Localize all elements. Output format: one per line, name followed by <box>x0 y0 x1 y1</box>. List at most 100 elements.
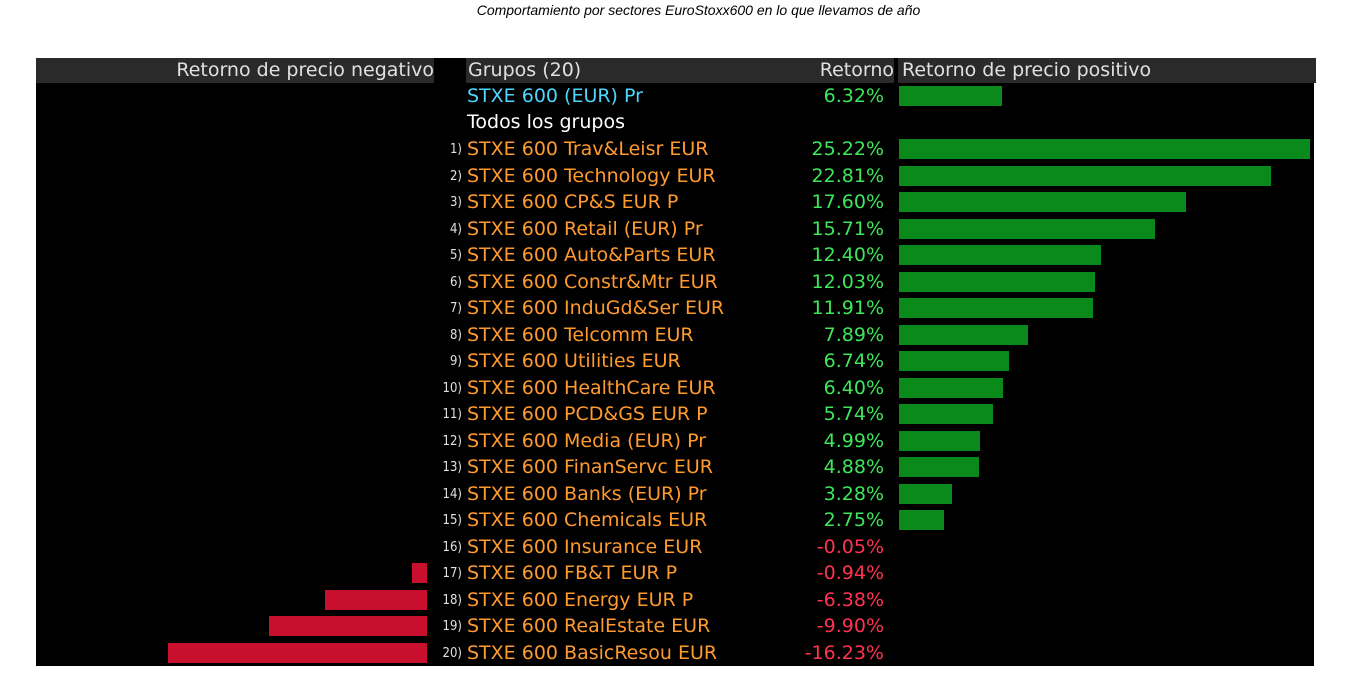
positive-return-bar <box>899 218 1155 239</box>
sector-name: STXE 600 Energy EUR P <box>467 588 694 611</box>
sector-name: STXE 600 Media (EUR) Pr <box>467 429 707 452</box>
positive-return-bar <box>899 483 952 504</box>
sector-name: STXE 600 RealEstate EUR <box>467 615 711 637</box>
sector-name: STXE 600 BasicResou EUR <box>467 641 718 664</box>
rank-label: 19) <box>442 619 462 634</box>
sector-row[interactable]: 9) STXE 600 Utilities EUR 6.74% <box>36 348 1314 374</box>
rank-label: 13) <box>442 460 462 475</box>
sector-row[interactable]: 18) STXE 600 Energy EUR P -6.38% <box>36 587 1314 613</box>
negative-return-bar <box>168 642 427 663</box>
section-label: Todos los grupos <box>467 111 625 133</box>
positive-return-bar <box>899 377 1003 398</box>
header-return[interactable]: Retorno <box>788 58 894 83</box>
sector-name: STXE 600 Retail (EUR) Pr <box>467 217 703 240</box>
sector-row[interactable]: 19) STXE 600 RealEstate EUR -9.90% <box>36 613 1314 639</box>
rank-label: 17) <box>442 566 462 581</box>
return-value: -9.90% <box>816 615 884 637</box>
sector-row[interactable]: 3) STXE 600 CP&S EUR P 17.60% <box>36 189 1314 215</box>
sector-name: STXE 600 FinanServc EUR <box>467 456 713 478</box>
rank-label: 20) <box>442 645 462 661</box>
return-value: 11.91% <box>811 297 884 319</box>
rank-label: 7) <box>449 301 462 316</box>
sector-name: STXE 600 Technology EUR <box>467 164 716 187</box>
sector-row[interactable]: 4) STXE 600 Retail (EUR) Pr 15.71% <box>36 216 1314 242</box>
sector-name: STXE 600 Auto&Parts EUR <box>467 244 716 266</box>
positive-return-bar <box>899 139 1310 159</box>
positive-return-bar <box>899 324 1028 345</box>
rank-label: 18) <box>442 592 462 608</box>
return-value: 4.88% <box>823 456 884 478</box>
rank-label: 16) <box>442 539 462 555</box>
sector-row[interactable]: 5) STXE 600 Auto&Parts EUR 12.40% <box>36 242 1314 268</box>
section-row: Todos los grupos <box>36 109 1314 135</box>
return-value: 4.99% <box>823 429 884 452</box>
sector-row[interactable]: 14) STXE 600 Banks (EUR) Pr 3.28% <box>36 481 1314 507</box>
sector-row[interactable]: 17) STXE 600 FB&T EUR P -0.94% <box>36 560 1314 586</box>
header-negative-return: Retorno de precio negativo <box>36 58 434 83</box>
sector-row[interactable]: 8) STXE 600 Telcomm EUR 7.89% <box>36 322 1314 348</box>
return-value: 17.60% <box>811 191 884 213</box>
sector-row[interactable]: 12) STXE 600 Media (EUR) Pr 4.99% <box>36 428 1314 454</box>
sector-row[interactable]: 1) STXE 600 Trav&Leisr EUR 25.22% <box>36 136 1314 162</box>
sector-row[interactable]: 16) STXE 600 Insurance EUR -0.05% <box>36 534 1314 560</box>
positive-return-bar <box>899 430 980 451</box>
sector-name: STXE 600 PCD&GS EUR P <box>467 403 708 425</box>
rank-label: 11) <box>442 407 462 422</box>
rank-label: 10) <box>442 380 462 396</box>
positive-return-bar <box>899 298 1093 318</box>
positive-return-bar <box>899 245 1101 265</box>
sector-name: STXE 600 InduGd&Ser EUR <box>467 297 725 319</box>
negative-return-bar <box>412 563 427 583</box>
sector-row[interactable]: 7) STXE 600 InduGd&Ser EUR 11.91% <box>36 295 1314 321</box>
chart-title: Comportamiento por sectores EuroStoxx600… <box>476 2 921 18</box>
sector-row[interactable]: 10) STXE 600 HealthCare EUR 6.40% <box>36 375 1314 401</box>
return-value: 25.22% <box>811 138 884 160</box>
rank-label: 2) <box>449 168 462 184</box>
return-value: 5.74% <box>823 403 884 425</box>
rank-label: 14) <box>442 486 462 502</box>
rank-label: 6) <box>449 274 462 290</box>
header-groups[interactable]: Grupos (20) <box>466 58 788 83</box>
sector-row[interactable]: 2) STXE 600 Technology EUR 22.81% <box>36 163 1314 189</box>
positive-return-bar <box>899 192 1186 212</box>
rank-label: 5) <box>449 248 462 263</box>
benchmark-return: 6.32% <box>823 85 884 107</box>
positive-return-bar <box>899 351 1009 371</box>
benchmark-name: STXE 600 (EUR) Pr <box>467 85 643 107</box>
negative-return-bar <box>325 589 427 610</box>
return-value: -0.05% <box>816 535 884 558</box>
sector-row[interactable]: 6) STXE 600 Constr&Mtr EUR 12.03% <box>36 269 1314 295</box>
return-value: 2.75% <box>823 509 884 531</box>
sector-name: STXE 600 Banks (EUR) Pr <box>467 482 707 505</box>
sector-name: STXE 600 Insurance EUR <box>467 535 703 558</box>
sector-name: STXE 600 Trav&Leisr EUR <box>467 138 709 160</box>
return-value: 6.74% <box>823 350 884 372</box>
return-value: 15.71% <box>811 217 884 240</box>
benchmark-row[interactable]: STXE 600 (EUR) Pr 6.32% <box>36 83 1314 109</box>
return-value: 12.40% <box>811 244 884 266</box>
benchmark-bar <box>899 86 1002 106</box>
sector-row[interactable]: 11) STXE 600 PCD&GS EUR P 5.74% <box>36 401 1314 427</box>
positive-return-bar <box>899 457 979 477</box>
negative-return-bar <box>269 616 427 636</box>
sector-row[interactable]: 20) STXE 600 BasicResou EUR -16.23% <box>36 640 1314 666</box>
sector-row[interactable]: 15) STXE 600 Chemicals EUR 2.75% <box>36 507 1314 533</box>
sector-name: STXE 600 Chemicals EUR <box>467 509 708 531</box>
return-value: 3.28% <box>823 482 884 505</box>
positive-return-bar <box>899 404 993 424</box>
rank-label: 8) <box>449 327 462 343</box>
rank-label: 12) <box>442 433 462 449</box>
header-positive-return: Retorno de precio positivo <box>898 58 1316 83</box>
return-value: -0.94% <box>816 562 884 584</box>
sector-row[interactable]: 13) STXE 600 FinanServc EUR 4.88% <box>36 454 1314 480</box>
return-value: 6.40% <box>823 376 884 399</box>
sector-name: STXE 600 Telcomm EUR <box>467 323 694 346</box>
positive-return-bar <box>899 271 1095 292</box>
sector-returns-panel: Retorno de precio negativo Grupos (20) R… <box>36 58 1316 666</box>
rank-label: 1) <box>449 142 462 157</box>
rank-label: 15) <box>442 513 462 528</box>
return-value: -16.23% <box>804 641 884 664</box>
return-value: 7.89% <box>823 323 884 346</box>
sector-name: STXE 600 HealthCare EUR <box>467 376 716 399</box>
positive-return-bar <box>899 510 944 530</box>
